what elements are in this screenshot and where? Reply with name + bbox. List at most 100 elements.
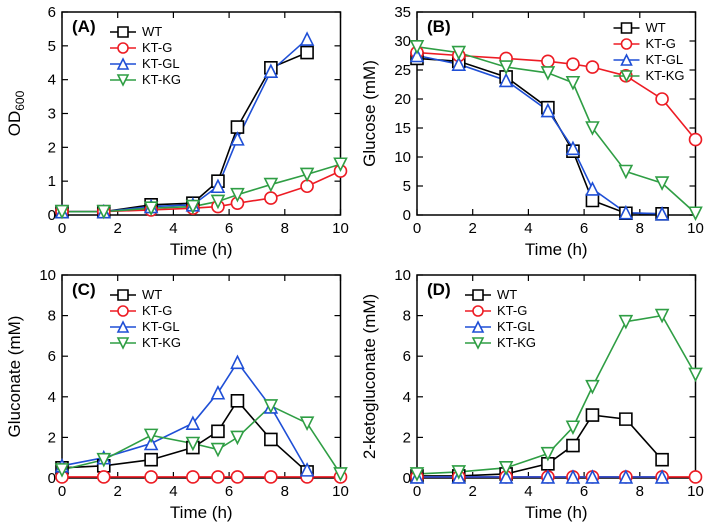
svg-text:3: 3 [48,106,56,123]
svg-text:2: 2 [48,139,56,156]
panel-letter: (A) [72,17,96,36]
panel-letter: (B) [427,17,451,36]
svg-text:4: 4 [48,389,56,406]
marker-KT-G [689,471,701,483]
svg-text:4: 4 [169,220,177,237]
svg-text:10: 10 [394,267,411,284]
svg-text:10: 10 [394,149,411,166]
svg-text:0: 0 [58,220,66,237]
legend-label-KT-G: KT-G [142,40,172,55]
svg-text:30: 30 [394,33,411,50]
svg-text:8: 8 [402,308,410,325]
marker-KT-G [541,55,553,67]
svg-text:8: 8 [281,483,289,500]
svg-text:0: 0 [412,220,420,237]
svg-text:6: 6 [225,220,233,237]
svg-text:15: 15 [394,120,411,137]
svg-text:10: 10 [332,483,349,500]
y-axis-label: Glucose (mM) [360,60,379,167]
svg-text:2: 2 [402,429,410,446]
marker-KT-G [187,471,199,483]
legend-label-KT-G: KT-G [497,303,527,318]
marker-KT-G [656,93,668,105]
legend-label-KT-KG: KT-KG [142,72,181,87]
marker-KT-KG [301,168,313,180]
legend-label-WT: WT [142,24,162,39]
svg-text:8: 8 [48,308,56,325]
y-axis-label: Gluconate (mM) [5,316,24,438]
marker-KT-G [265,471,277,483]
y-axis-label: OD600 [5,90,27,136]
chart-panelA: 0 2 4 6 8 10 0 1 2 3 4 5 6 Time (h) OD600 (A) WTKT-GKT-G… [0,0,355,263]
svg-text:6: 6 [579,220,587,237]
chart-panelB: 024681005101520253035Time (h)Glucose (mM… [355,0,709,263]
marker-WT [586,409,598,421]
marker-KT-G [566,58,578,70]
y-axis-label: 2-ketogluconate (mM) [360,294,379,459]
svg-text:10: 10 [39,267,56,284]
marker-KT-G [586,61,598,73]
legend-label-WT: WT [645,20,665,35]
svg-text:1: 1 [48,173,56,190]
svg-text:2: 2 [48,429,56,446]
marker-KT-KG [265,179,277,191]
x-axis-label: Time (h) [170,240,233,259]
svg-text:10: 10 [687,220,704,237]
svg-text:6: 6 [48,4,56,21]
marker-KT-KG [301,417,313,429]
svg-text:2: 2 [114,220,122,237]
marker-KT-GL [231,356,243,368]
legend-label-KT-G: KT-G [142,303,172,318]
marker-KT-KG [619,166,631,178]
marker-KT-KG [689,207,701,219]
marker-KT-GL [301,33,313,45]
marker-KT-G [145,471,157,483]
marker-KT-G [231,471,243,483]
svg-text:0: 0 [48,207,56,224]
svg-text:0: 0 [402,470,410,487]
marker-KT-KG [689,368,701,380]
panel-letter: (D) [427,280,451,299]
legend-label-KT-GL: KT-GL [142,56,180,71]
legend-label-WT: WT [142,287,162,302]
panel-c: 02468100246810Time (h)Gluconate (mM)(C)W… [0,263,355,526]
svg-text:8: 8 [635,483,643,500]
svg-text:10: 10 [332,220,349,237]
legend-label-KT-GL: KT-GL [497,319,535,334]
marker-KT-KG [566,77,578,89]
marker-KT-KG [145,429,157,441]
marker-KT-G [265,192,277,204]
svg-text:4: 4 [169,483,177,500]
marker-KT-GL [212,387,224,399]
svg-text:2: 2 [114,483,122,500]
legend-label-WT: WT [497,287,517,302]
marker-WT [231,395,243,407]
legend-label-KT-KG: KT-KG [497,335,536,350]
x-axis-label: Time (h) [524,503,587,522]
marker-WT [656,454,668,466]
figure-grid: 02468100123456Time (h)OD600(A)WTKT-GKT-G… [0,0,709,526]
panel-a: 0 2 4 6 8 10 0 1 2 3 4 5 6 Time (h) OD600 (A) WTKT-GKT-G… [0,0,355,263]
svg-text:6: 6 [402,348,410,365]
legend-label-KT-GL: KT-GL [645,52,683,67]
marker-WT [301,47,313,59]
svg-text:5: 5 [48,38,56,55]
marker-KT-KG [586,381,598,393]
marker-WT [212,425,224,437]
svg-text:4: 4 [524,220,532,237]
svg-text:35: 35 [394,4,411,21]
svg-text:0: 0 [58,483,66,500]
legend-label-KT-KG: KT-KG [645,68,684,83]
svg-text:8: 8 [281,220,289,237]
svg-text:25: 25 [394,62,411,79]
marker-KT-G [689,134,701,146]
svg-text:2: 2 [468,220,476,237]
svg-text:4: 4 [48,72,56,89]
svg-text:4: 4 [402,389,410,406]
svg-text:8: 8 [635,220,643,237]
svg-text:0: 0 [412,483,420,500]
x-axis-label: Time (h) [524,240,587,259]
chart-panelC: 02468100246810Time (h)Gluconate (mM)(C)W… [0,263,355,526]
svg-text:6: 6 [579,483,587,500]
marker-KT-G [212,471,224,483]
